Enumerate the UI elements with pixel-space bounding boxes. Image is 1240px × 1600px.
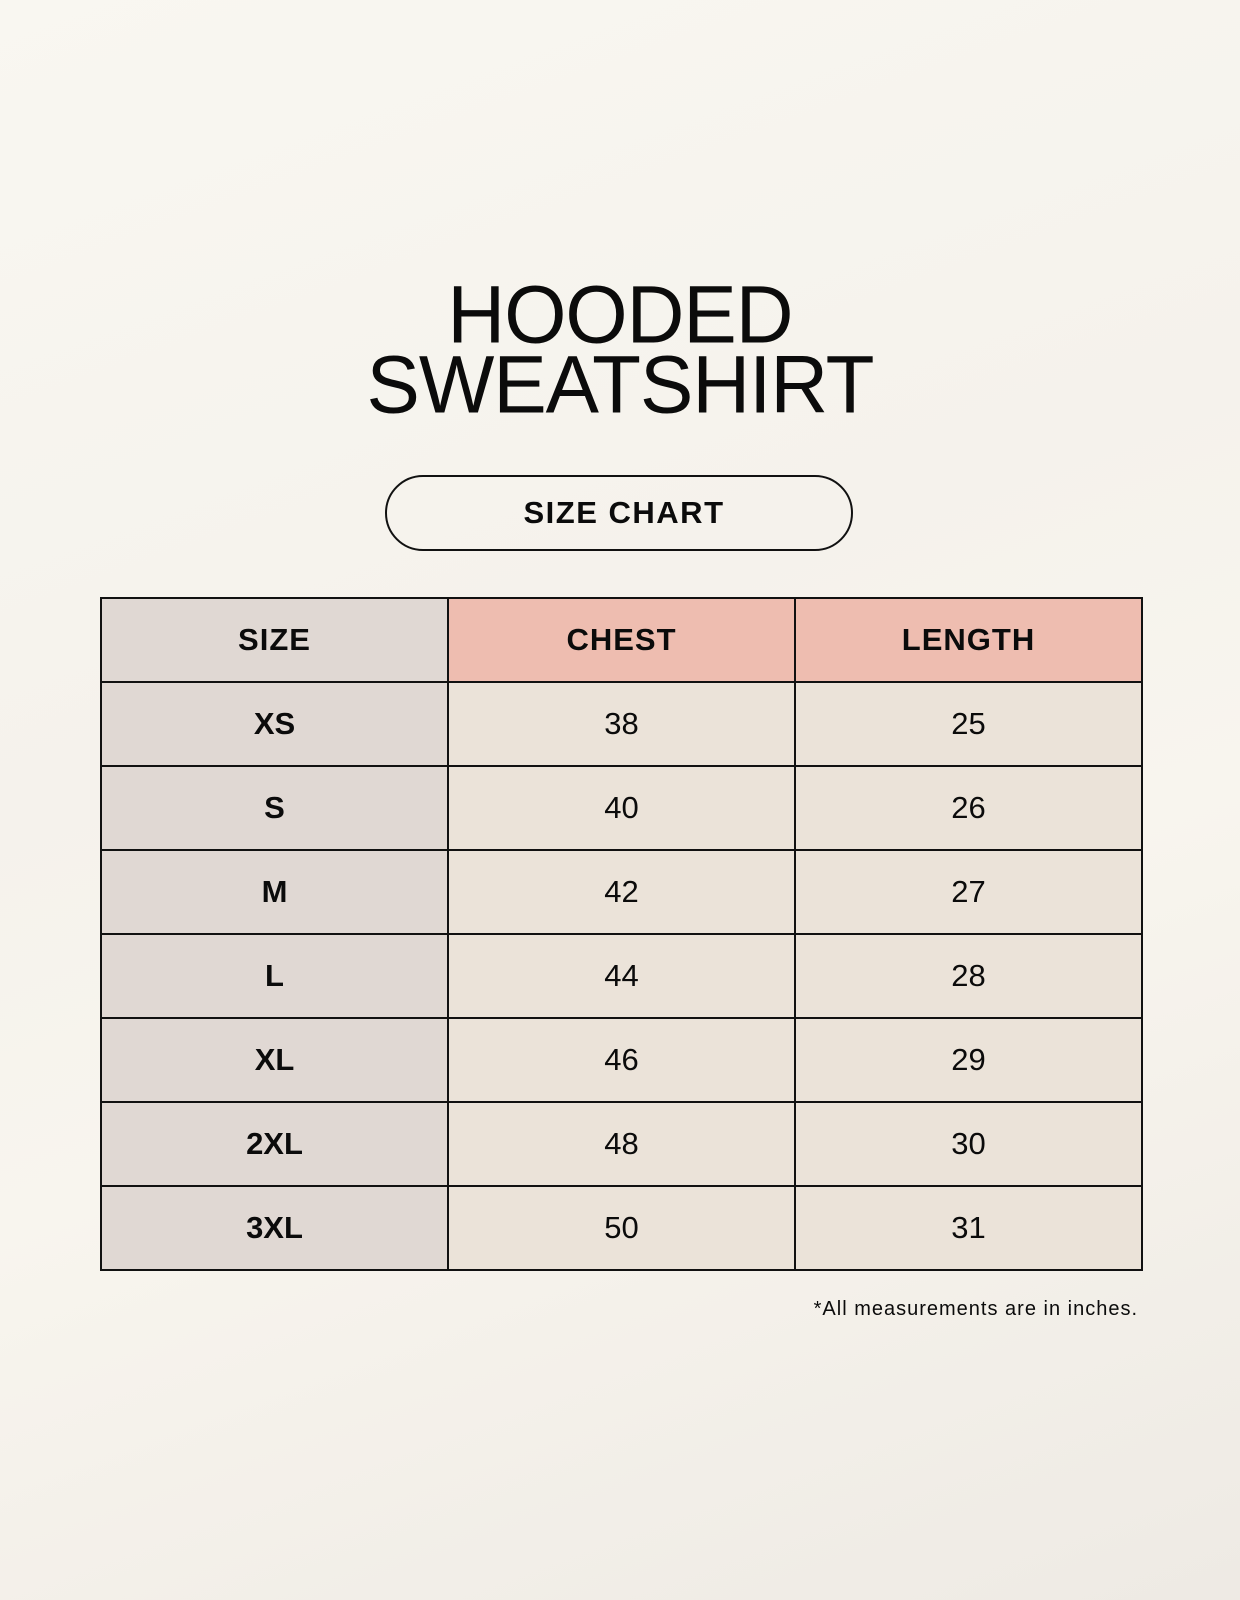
table-row: XL 46 29 [100,1017,1143,1103]
chest-cell: 46 [447,1017,796,1103]
title-line-2: SWEATSHIRT [366,339,874,430]
table-row: 2XL 48 30 [100,1101,1143,1187]
size-chart-badge: SIZE CHART [385,475,853,551]
measurement-note: *All measurements are in inches. [813,1298,1138,1320]
header-chest: CHEST [447,597,796,683]
chest-cell: 50 [447,1185,796,1271]
length-cell: 27 [794,849,1143,935]
size-cell: S [100,765,449,851]
chest-cell: 44 [447,933,796,1019]
chest-cell: 48 [447,1101,796,1187]
size-cell: XL [100,1017,449,1103]
chest-cell: 38 [447,681,796,767]
chest-cell: 42 [447,849,796,935]
table-header-row: SIZE CHEST LENGTH [100,597,1143,683]
size-cell: 2XL [100,1101,449,1187]
header-length: LENGTH [794,597,1143,683]
page-title: HOODED SWEATSHIRT [0,269,1240,430]
size-cell: L [100,933,449,1019]
length-cell: 28 [794,933,1143,1019]
table-row: XS 38 25 [100,681,1143,767]
size-table: SIZE CHEST LENGTH XS 38 25 S 40 26 M 42 27 L 44 28 XL 46… [100,597,1143,1271]
length-cell: 25 [794,681,1143,767]
table-row: S 40 26 [100,765,1143,851]
length-cell: 26 [794,765,1143,851]
length-cell: 29 [794,1017,1143,1103]
size-cell: XS [100,681,449,767]
chest-cell: 40 [447,765,796,851]
size-cell: M [100,849,449,935]
size-cell: 3XL [100,1185,449,1271]
header-size: SIZE [100,597,449,683]
title-line-1: HOODED [447,269,793,360]
table-row: 3XL 50 31 [100,1185,1143,1271]
length-cell: 30 [794,1101,1143,1187]
table-row: M 42 27 [100,849,1143,935]
length-cell: 31 [794,1185,1143,1271]
table-row: L 44 28 [100,933,1143,1019]
